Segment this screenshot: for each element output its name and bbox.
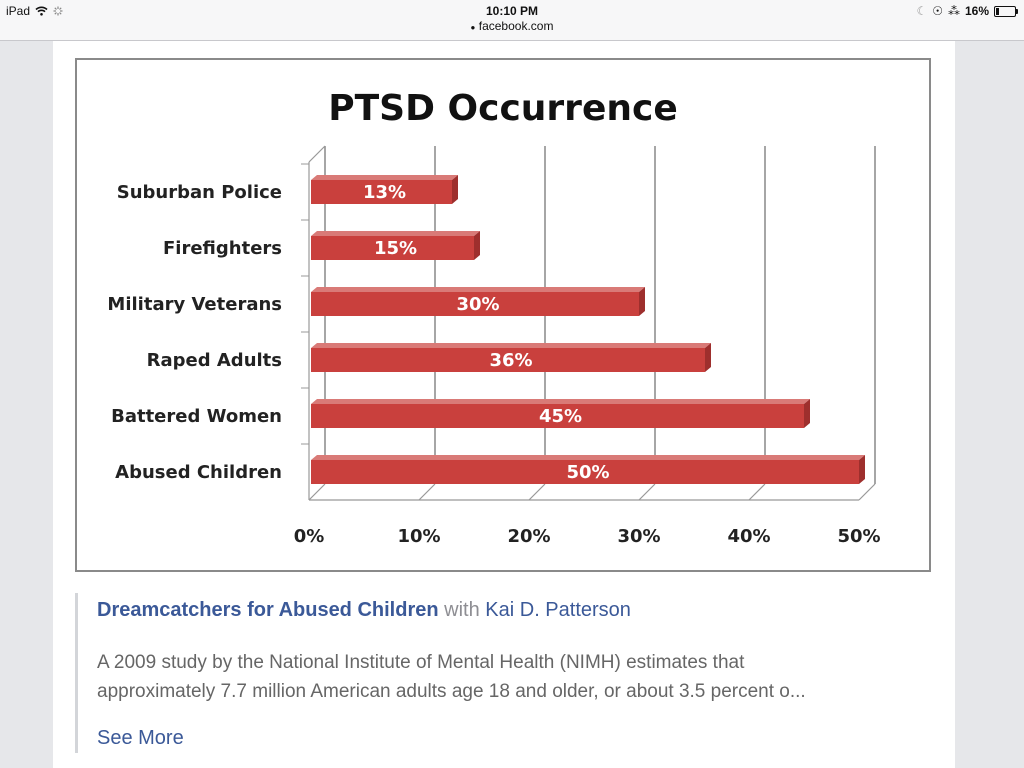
bar-side [452,175,458,204]
category-label: Military Veterans [107,294,282,315]
chart-title: PTSD Occurrence [328,88,678,129]
data-label: 36% [489,350,532,371]
bar-side [474,231,480,260]
bluetooth-icon: ⁂ [947,4,960,18]
bar [311,236,474,260]
bar-side [859,455,865,484]
x-tick-label: 20% [507,526,550,547]
x-tick-label: 40% [727,526,770,547]
bar-side [705,343,711,372]
category-label: Suburban Police [117,182,282,203]
x-tick-label: 30% [617,526,660,547]
x-tick-label: 0% [294,526,325,547]
data-label: 45% [539,406,582,427]
y-axis-top [308,145,326,163]
post-content: PTSD Occurrence 13% 15% 30% 36% 45% 50% Subur… [53,41,955,768]
see-more-link[interactable]: See More [97,727,184,749]
data-label: 13% [363,182,406,203]
gridline-floor [308,483,326,501]
data-label: 15% [374,238,417,259]
rotation-lock-icon: ☉ [932,4,943,18]
gridline-floor [748,483,766,501]
bar-chart: PTSD Occurrence 13% 15% 30% 36% 45% 50% Subur… [107,88,880,547]
battery-fill [996,7,999,15]
page-name-link[interactable]: Dreamcatchers for Abused Children [97,599,439,621]
share-header: Dreamcatchers for Abused Children with K… [97,599,631,622]
bar-top [311,399,810,404]
gridline-floor [528,483,546,501]
bar-side [639,287,645,316]
bar-top [311,175,458,180]
data-label: 30% [456,294,499,315]
battery-icon [994,5,1018,17]
activity-spinner-icon [53,6,63,16]
data-label: 50% [566,462,609,483]
chart-image[interactable]: PTSD Occurrence 13% 15% 30% 36% 45% 50% Subur… [75,58,931,572]
bar-top [311,287,645,292]
bar [311,180,452,204]
clock: 10:10 PM [485,4,539,18]
url-text[interactable]: facebook.com [478,19,554,33]
gridline-floor [638,483,656,501]
shared-post: Dreamcatchers for Abused Children with K… [75,593,938,753]
bar-top [311,455,865,460]
bar-top [311,231,480,236]
lock-icon: ● [470,23,476,32]
bar [311,292,639,316]
category-label: Abused Children [115,462,282,483]
tagged-user-link[interactable]: Kai D. Patterson [485,599,631,621]
status-bar: iPad 10:10 PM ● facebook.com ☾ ☉ ⁂ 16% [0,0,1024,41]
bar-side [804,399,810,428]
bar [311,348,705,372]
description-line-2: approximately 7.7 million American adult… [97,681,806,702]
category-label: Battered Women [111,406,282,427]
status-center: 10:10 PM ● facebook.com [0,4,1024,33]
bar [311,460,859,484]
gridline-floor [418,483,436,501]
status-right: ☾ ☉ ⁂ 16% [916,4,1018,18]
category-label: Raped Adults [147,350,282,371]
moon-icon: ☾ [916,4,928,18]
category-label: Firefighters [163,238,282,259]
description-line-1: A 2009 study by the National Institute o… [97,652,745,673]
bar [311,404,804,428]
post-description: A 2009 study by the National Institute o… [97,648,937,706]
battery-percent: 16% [964,4,989,18]
x-tick-label: 50% [837,526,880,547]
bar-top [311,343,711,348]
wifi-icon [35,6,48,16]
url-bar[interactable]: ● facebook.com [0,19,1024,33]
x-tick-label: 10% [397,526,440,547]
with-text: with [444,599,480,621]
status-left: iPad [6,4,63,18]
device-name: iPad [6,4,31,18]
gridline-floor [858,483,876,501]
